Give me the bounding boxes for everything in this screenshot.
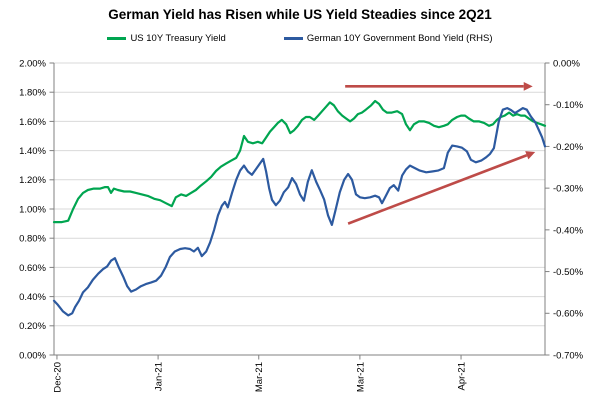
flat-trend-arrow [345, 81, 533, 91]
left-axis-tick-label: 2.00% [19, 58, 46, 69]
right-axis-tick-label: 0.00% [553, 58, 580, 69]
right-axis-labels: 0.00% -0.10% -0.20% -0.30% -0.40% -0.50% -0.60… [553, 58, 584, 361]
rising-trend-arrow [347, 151, 536, 225]
axes [49, 62, 550, 360]
legend: US 10Y Treasury Yield German 10Y Governm… [0, 33, 600, 44]
right-axis-tick-label: -0.50% [553, 267, 584, 278]
x-axis-tick-label: Dec-20 [52, 362, 63, 393]
left-axis-tick-label: 1.40% [19, 146, 46, 157]
x-axis-tick-label: Apr-21 [457, 362, 468, 391]
right-axis-tick-label: -0.40% [553, 225, 584, 236]
chart-title: German Yield has Risen while US Yield St… [108, 7, 492, 22]
x-axis-tick-label: Mar-21 [355, 362, 366, 392]
x-axis-tick-label: Mar-21 [254, 362, 265, 392]
left-axis-tick-label: 0.20% [19, 321, 46, 332]
right-axis-tick-label: -0.20% [553, 142, 584, 153]
left-axis-tick-label: 1.00% [19, 204, 46, 215]
left-axis-labels: 2.00% 1.80% 1.60% 1.40% 1.20% 1.00% 0.80% 0.60%… [19, 58, 46, 361]
german-10y-series-line [52, 106, 547, 317]
right-axis-tick-label: -0.10% [553, 100, 584, 111]
x-axis-labels: Dec-20 Jan-21 Mar-21 Mar-21 Apr-21 [52, 362, 467, 393]
left-axis-tick-label: 0.60% [19, 263, 46, 274]
x-axis-tick-label: Jan-21 [154, 362, 165, 391]
right-axis-tick-label: -0.30% [553, 184, 584, 195]
left-axis-tick-label: 1.60% [19, 117, 46, 128]
us-10y-series-line [52, 99, 547, 224]
legend-label-german: German 10Y Government Bond Yield (RHS) [306, 33, 493, 44]
right-axis-tick-label: -0.70% [553, 350, 584, 361]
legend-swatch-german-line [283, 37, 303, 40]
gridlines [54, 62, 545, 327]
left-axis-tick-label: 0.80% [19, 234, 46, 245]
left-axis-tick-label: 1.80% [19, 88, 46, 99]
legend-item-us: US 10Y Treasury Yield [107, 33, 226, 44]
legend-label-us: US 10Y Treasury Yield [130, 33, 226, 44]
left-axis-tick-label: 1.20% [19, 175, 46, 186]
right-axis-tick-label: -0.60% [553, 309, 584, 320]
left-axis-tick-label: 0.00% [19, 350, 46, 361]
legend-item-german: German 10Y Government Bond Yield (RHS) [283, 33, 493, 44]
legend-swatch-us-line [107, 37, 127, 40]
left-axis-tick-label: 0.40% [19, 292, 46, 303]
